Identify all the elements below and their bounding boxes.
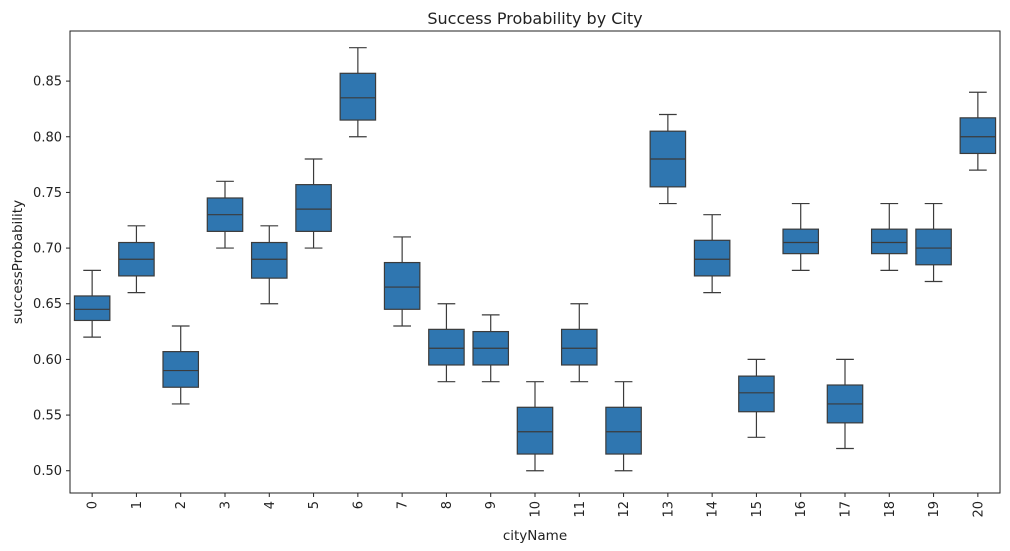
iqr-box — [782, 228, 820, 255]
box-group — [870, 202, 908, 271]
box-group — [516, 381, 554, 472]
y-tick-label: 0.70 — [33, 242, 62, 257]
box-group — [206, 180, 244, 249]
y-tick-label: 0.55 — [33, 409, 62, 424]
iqr-box — [383, 261, 421, 310]
iqr-box — [560, 328, 598, 366]
y-axis-label: successProbability — [10, 200, 26, 324]
iqr-box — [959, 117, 997, 155]
y-axis: 0.50 0.55 0.60 0.65 0.70 0.75 0.80 0.85 — [33, 75, 70, 479]
x-tick-label: 7 — [396, 501, 411, 509]
iqr-box — [693, 239, 731, 277]
y-tick-label: 0.60 — [33, 353, 62, 368]
x-axis-label: cityName — [503, 528, 567, 544]
box-group — [383, 236, 421, 327]
box-group — [428, 303, 465, 383]
x-tick-label: 16 — [794, 501, 809, 518]
y-tick-label: 0.50 — [33, 464, 62, 479]
x-tick-label: 6 — [351, 501, 366, 509]
x-tick-label: 0 — [86, 501, 101, 509]
box-group — [605, 381, 642, 472]
iqr-box — [738, 375, 775, 413]
box-group — [738, 358, 775, 438]
x-tick-label: 13 — [661, 501, 676, 518]
boxes-layer — [73, 47, 997, 472]
x-tick-label: 18 — [883, 501, 898, 518]
x-tick-label: 17 — [839, 501, 854, 518]
x-tick-label: 1 — [130, 501, 145, 509]
x-tick-label: 15 — [750, 501, 765, 518]
box-group — [915, 202, 952, 283]
iqr-box — [516, 406, 554, 455]
box-group — [73, 269, 111, 338]
x-tick-label: 8 — [440, 501, 455, 509]
x-tick-label: 9 — [484, 501, 499, 509]
x-tick-label: 20 — [971, 501, 986, 518]
x-tick-label: 2 — [174, 501, 189, 509]
box-group — [295, 158, 332, 249]
iqr-box — [915, 228, 952, 266]
iqr-box — [428, 328, 465, 366]
iqr-box — [339, 72, 377, 121]
x-tick-label: 14 — [706, 501, 721, 518]
box-group — [162, 325, 200, 405]
y-tick-label: 0.75 — [33, 186, 62, 201]
box-group — [339, 47, 377, 138]
x-tick-label: 12 — [617, 501, 632, 518]
iqr-box — [870, 228, 908, 255]
x-tick-label: 3 — [219, 501, 234, 509]
iqr-box — [162, 351, 200, 388]
box-group — [693, 214, 731, 294]
box-group — [782, 202, 820, 271]
box-group — [649, 113, 687, 205]
plot-frame — [69, 30, 1001, 494]
y-tick-label: 0.85 — [33, 75, 62, 90]
y-tick-label: 0.80 — [33, 130, 62, 145]
iqr-box — [605, 406, 642, 455]
iqr-box — [73, 295, 111, 322]
iqr-box — [250, 241, 288, 279]
box-group — [472, 314, 510, 383]
iqr-box — [295, 184, 332, 232]
chart-title: Success Probability by City — [427, 9, 642, 28]
box-group — [959, 91, 997, 171]
box-group — [250, 225, 288, 305]
x-axis: 0 1 2 3 4 5 6 7 8 9 10 11 12 13 14 15 16 17 18 19 20 — [86, 493, 986, 518]
x-tick-label: 19 — [927, 501, 942, 518]
x-tick-label: 4 — [263, 501, 278, 509]
y-tick-label: 0.65 — [33, 297, 62, 312]
box-group — [826, 358, 864, 450]
x-tick-label: 11 — [573, 501, 588, 518]
x-tick-label: 5 — [307, 501, 322, 509]
box-group — [118, 225, 155, 294]
x-tick-label: 10 — [529, 501, 544, 518]
box-group — [560, 303, 598, 383]
